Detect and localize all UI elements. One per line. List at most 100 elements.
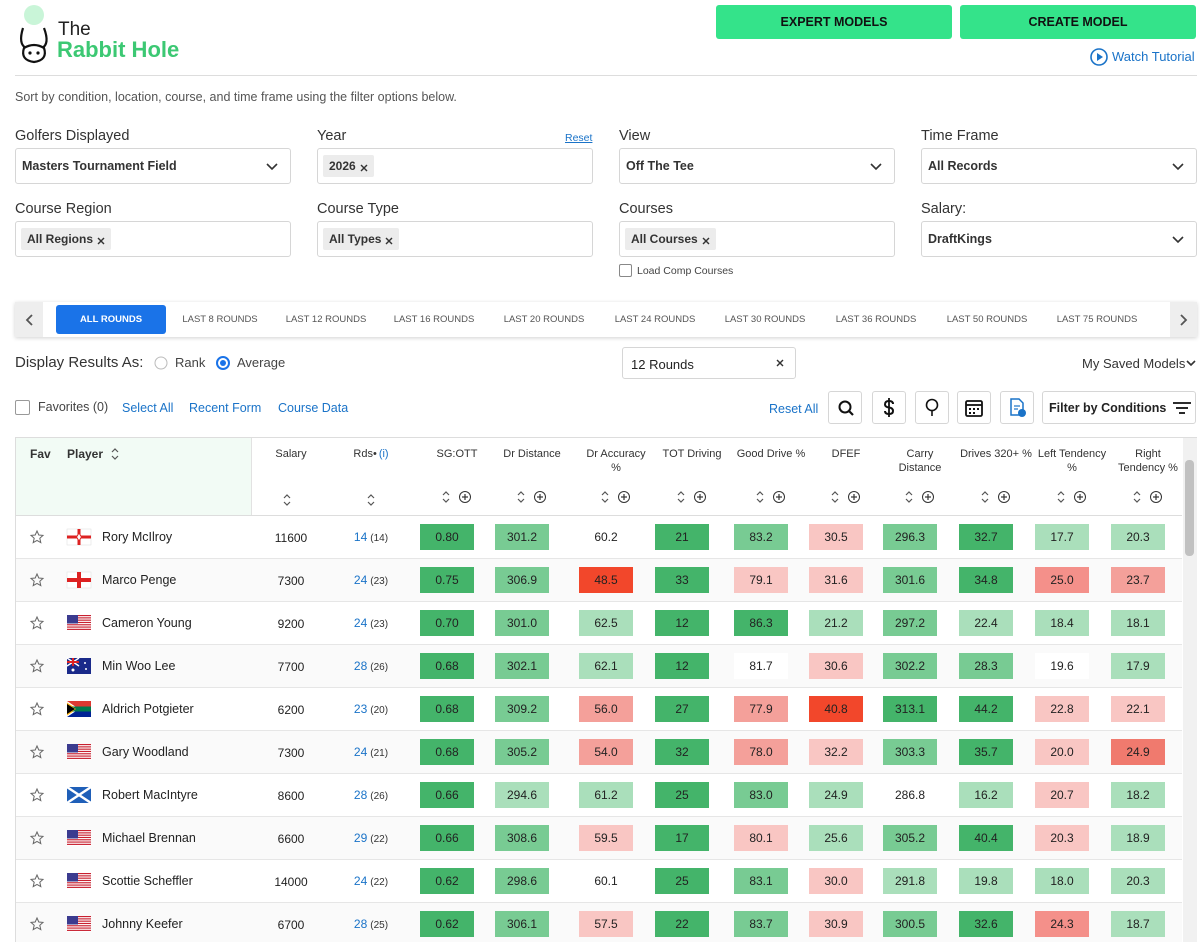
tool-button[interactable] xyxy=(872,391,906,424)
add-column-icon[interactable] xyxy=(1150,491,1162,503)
tab-label[interactable]: LAST 12 ROUNDS xyxy=(285,314,367,325)
sort-icon[interactable] xyxy=(905,491,913,503)
rounds[interactable]: 23 (20) xyxy=(331,702,411,716)
column-header[interactable]: Salary xyxy=(275,448,307,460)
favorite-star[interactable] xyxy=(29,572,45,587)
add-column-icon[interactable] xyxy=(773,491,785,503)
header-button[interactable]: EXPERT MODELS xyxy=(716,5,952,39)
add-column-icon[interactable] xyxy=(998,491,1010,503)
rounds[interactable]: 14 (14) xyxy=(331,530,411,544)
sort-icon[interactable] xyxy=(677,491,685,503)
sort-icon[interactable] xyxy=(111,448,119,460)
filter-box[interactable]: All Records xyxy=(921,148,1197,184)
toolbar-link[interactable]: Recent Form xyxy=(189,401,262,415)
add-column-icon[interactable] xyxy=(922,491,934,503)
sort-icon[interactable] xyxy=(517,491,525,503)
reset-link[interactable]: Reset xyxy=(565,132,593,144)
filter-box[interactable]: 2026 xyxy=(317,148,593,184)
filter-box[interactable]: All Types xyxy=(317,221,593,257)
chip-remove[interactable] xyxy=(97,237,105,245)
sort-icon[interactable] xyxy=(601,491,609,503)
rounds[interactable]: 28 (25) xyxy=(331,917,411,931)
search-clear[interactable] xyxy=(776,359,784,367)
tab-scroll-left[interactable] xyxy=(15,302,43,337)
sort-icon[interactable] xyxy=(367,494,375,506)
add-column-icon[interactable] xyxy=(618,491,630,503)
favorites-checkbox[interactable] xyxy=(15,400,30,415)
chip-remove[interactable] xyxy=(702,237,710,245)
sort-icon[interactable] xyxy=(283,494,291,506)
player-name[interactable]: Michael Brennan xyxy=(102,831,196,845)
tab-label[interactable]: LAST 30 ROUNDS xyxy=(724,314,806,325)
toolbar-link[interactable]: Select All xyxy=(122,401,174,415)
add-column-icon[interactable] xyxy=(459,491,471,503)
filter-box[interactable]: All Regions xyxy=(15,221,291,257)
player-name[interactable]: Scottie Scheffler xyxy=(102,874,193,888)
tool-button[interactable] xyxy=(1000,391,1034,424)
radio[interactable] xyxy=(154,356,168,370)
favorite-star[interactable] xyxy=(29,873,45,888)
add-column-icon[interactable] xyxy=(694,491,706,503)
player-name[interactable]: Johnny Keefer xyxy=(102,917,183,931)
header-button[interactable]: CREATE MODEL xyxy=(960,5,1196,39)
filter-box[interactable]: DraftKings xyxy=(921,221,1197,257)
column-header[interactable]: Rds• (i) xyxy=(336,447,406,461)
tool-button[interactable] xyxy=(957,391,991,424)
saved-models[interactable]: My Saved Models xyxy=(1082,356,1186,371)
tab-active[interactable]: ALL ROUNDS xyxy=(56,305,166,334)
player-name[interactable]: Robert MacIntyre xyxy=(102,788,198,802)
rounds[interactable]: 28 (26) xyxy=(331,659,411,673)
sort-icon[interactable] xyxy=(1057,491,1065,503)
favorite-star[interactable] xyxy=(29,744,45,759)
filter-conditions[interactable]: Filter by Conditions xyxy=(1042,391,1196,424)
sort-icon[interactable] xyxy=(831,491,839,503)
favorite-star[interactable] xyxy=(29,701,45,716)
radio-label[interactable]: Average xyxy=(237,355,286,370)
player-name[interactable]: Cameron Young xyxy=(102,616,192,630)
reset-all[interactable]: Reset All xyxy=(769,402,819,416)
sort-icon[interactable] xyxy=(756,491,764,503)
rds-info[interactable]: (i) xyxy=(378,448,389,460)
radio[interactable] xyxy=(216,356,230,370)
favorite-star[interactable] xyxy=(29,916,45,931)
player-name[interactable]: Marco Penge xyxy=(102,573,177,587)
rounds-search[interactable]: 12 Rounds xyxy=(622,347,796,379)
filter-box[interactable]: Off The Tee xyxy=(619,148,895,184)
player-name[interactable]: Rory McIlroy xyxy=(102,530,173,544)
filter-box[interactable]: All Courses xyxy=(619,221,895,257)
tab-label[interactable]: LAST 50 ROUNDS xyxy=(946,314,1028,325)
tab-label[interactable]: LAST 16 ROUNDS xyxy=(393,314,475,325)
play-icon[interactable] xyxy=(1090,48,1108,66)
add-column-icon[interactable] xyxy=(1074,491,1086,503)
favorite-star[interactable] xyxy=(29,615,45,630)
filter-box[interactable]: Masters Tournament Field xyxy=(15,148,291,184)
chip-remove[interactable] xyxy=(385,237,393,245)
player-name[interactable]: Aldrich Potgieter xyxy=(102,702,194,716)
tab-label[interactable]: LAST 36 ROUNDS xyxy=(835,314,917,325)
radio-label[interactable]: Rank xyxy=(175,355,206,370)
favorite-star[interactable] xyxy=(29,787,45,802)
tab-scroll-right[interactable] xyxy=(1170,302,1197,337)
add-column-icon[interactable] xyxy=(848,491,860,503)
player-name[interactable]: Gary Woodland xyxy=(102,745,189,759)
scrollbar-thumb[interactable] xyxy=(1185,460,1194,556)
tool-button[interactable] xyxy=(915,391,949,424)
toolbar-link[interactable]: Course Data xyxy=(278,401,349,415)
column-header[interactable]: Player xyxy=(67,447,104,461)
sort-icon[interactable] xyxy=(442,491,450,503)
favorite-star[interactable] xyxy=(29,529,45,544)
tab-label[interactable]: LAST 20 ROUNDS xyxy=(503,314,585,325)
checkbox[interactable] xyxy=(619,264,632,277)
rounds[interactable]: 24 (21) xyxy=(331,745,411,759)
add-column-icon[interactable] xyxy=(534,491,546,503)
player-name[interactable]: Min Woo Lee xyxy=(102,659,176,673)
sort-icon[interactable] xyxy=(981,491,989,503)
tutorial-link[interactable]: Watch Tutorial xyxy=(1112,49,1195,64)
favorite-star[interactable] xyxy=(29,658,45,673)
tab-label[interactable]: LAST 75 ROUNDS xyxy=(1056,314,1138,325)
chip-remove[interactable] xyxy=(360,164,368,172)
rounds[interactable]: 24 (23) xyxy=(331,616,411,630)
tab-label[interactable]: LAST 24 ROUNDS xyxy=(614,314,696,325)
tab-label[interactable]: LAST 8 ROUNDS xyxy=(182,314,258,325)
favorite-star[interactable] xyxy=(29,830,45,845)
